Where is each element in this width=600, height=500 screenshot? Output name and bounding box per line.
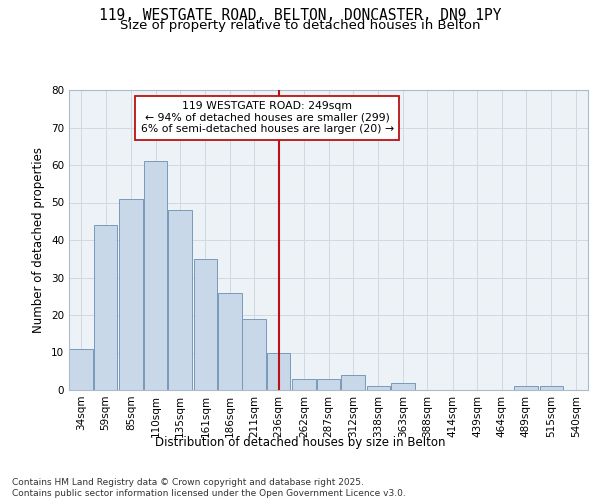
Bar [514,386,538,390]
Bar [317,379,340,390]
Bar [143,161,167,390]
Text: Contains HM Land Registry data © Crown copyright and database right 2025.
Contai: Contains HM Land Registry data © Crown c… [12,478,406,498]
Bar [539,386,563,390]
Text: 119 WESTGATE ROAD: 249sqm
← 94% of detached houses are smaller (299)
6% of semi-: 119 WESTGATE ROAD: 249sqm ← 94% of detac… [141,101,394,134]
Bar [168,210,192,390]
Y-axis label: Number of detached properties: Number of detached properties [32,147,46,333]
Text: Size of property relative to detached houses in Belton: Size of property relative to detached ho… [120,18,480,32]
Bar [292,379,316,390]
Bar [242,319,266,390]
Bar [194,259,217,390]
Bar [267,352,290,390]
Bar [367,386,390,390]
Text: 119, WESTGATE ROAD, BELTON, DONCASTER, DN9 1PY: 119, WESTGATE ROAD, BELTON, DONCASTER, D… [99,8,501,22]
Bar [218,292,242,390]
Bar [70,349,93,390]
Text: Distribution of detached houses by size in Belton: Distribution of detached houses by size … [155,436,445,449]
Bar [391,382,415,390]
Bar [94,225,118,390]
Bar [341,375,365,390]
Bar [119,198,143,390]
